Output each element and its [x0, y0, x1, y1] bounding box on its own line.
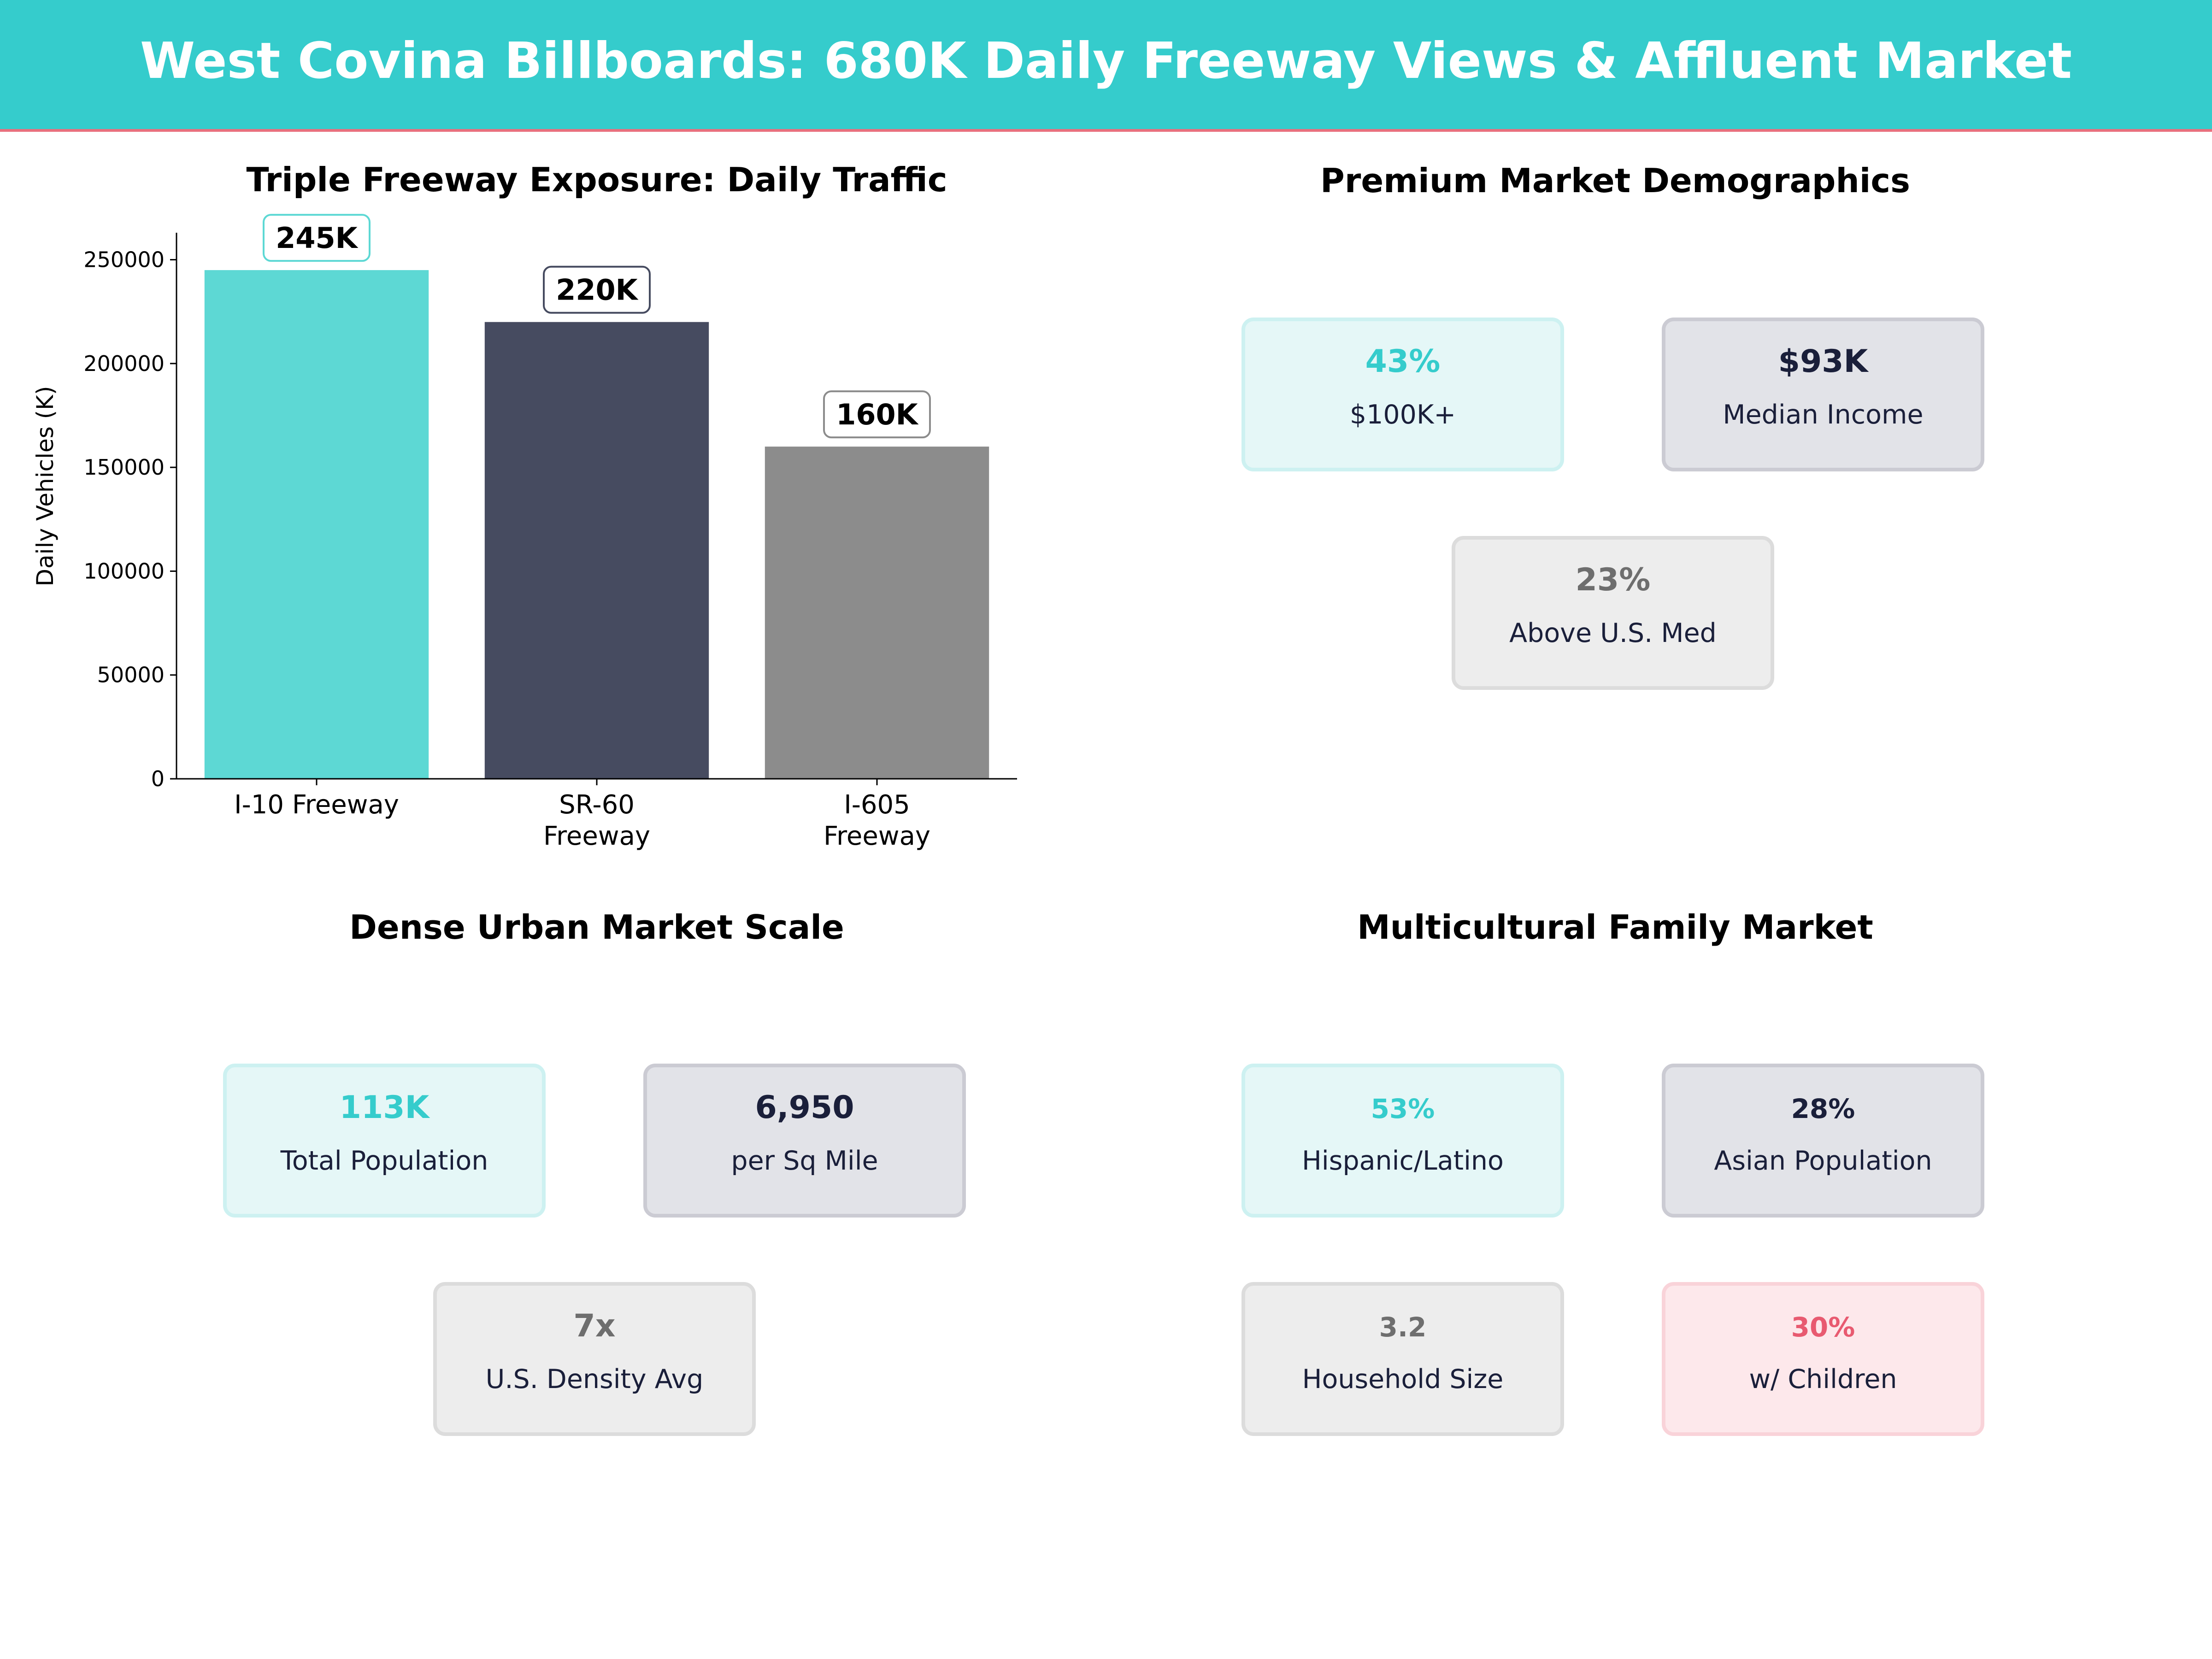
bar-2	[765, 447, 989, 779]
data-label-2: 160K	[836, 398, 918, 431]
urban-title: Dense Urban Market Scale	[349, 908, 844, 947]
demographics-title: Premium Market Demographics	[1320, 161, 1910, 200]
stat-label: $100K+	[1349, 400, 1456, 430]
family-title: Multicultural Family Market	[1357, 908, 1873, 947]
y-tick-label-0: 0	[151, 766, 165, 791]
data-label-1: 220K	[556, 273, 638, 307]
stat-card-income-100k: 43% $100K+	[1241, 318, 1564, 471]
stat-label: Household Size	[1302, 1364, 1504, 1394]
y-tick-label-5: 250000	[83, 247, 165, 272]
stat-value: 3.2	[1379, 1312, 1427, 1343]
x-tick-label-2: I-605 Freeway	[824, 790, 930, 851]
stat-value: 113K	[339, 1089, 429, 1126]
stat-value: 30%	[1791, 1312, 1855, 1343]
stat-card-density-multiple: 7x U.S. Density Avg	[433, 1282, 756, 1436]
y-tick-label-3: 150000	[83, 455, 165, 480]
bar-1	[484, 322, 709, 779]
bar-0	[204, 270, 429, 779]
stat-card-above-median: 23% Above U.S. Med	[1452, 536, 1774, 690]
y-axis-label: Daily Vehicles (K)	[32, 386, 59, 587]
stat-label: Above U.S. Med	[1509, 618, 1717, 648]
stat-value: $93K	[1778, 343, 1868, 380]
data-label-box-2	[823, 390, 931, 439]
stat-value: 43%	[1365, 343, 1441, 380]
stat-value: 6,950	[755, 1089, 854, 1126]
header-banner: West Covina Billboards: 680K Daily Freew…	[0, 0, 2212, 132]
y-tick-label-1: 50000	[97, 663, 165, 688]
y-tick-label-2: 100000	[83, 559, 165, 583]
stat-value: 28%	[1791, 1093, 1855, 1124]
stat-value: 7x	[573, 1308, 616, 1344]
data-label-box-0	[263, 214, 371, 262]
y-tick-label-4: 200000	[83, 351, 165, 376]
stat-card-density: 6,950 per Sq Mile	[643, 1064, 966, 1218]
stat-card-population: 113K Total Population	[223, 1064, 546, 1218]
stat-value: 53%	[1371, 1093, 1435, 1124]
stat-card-children: 30% w/ Children	[1662, 1282, 1984, 1436]
chart-title: Triple Freeway Exposure: Daily Traffic	[246, 160, 947, 199]
stat-card-asian: 28% Asian Population	[1662, 1064, 1984, 1218]
stat-card-household-size: 3.2 Household Size	[1241, 1282, 1564, 1436]
stat-label: U.S. Density Avg	[485, 1364, 704, 1394]
x-tick-label-1: SR-60 Freeway	[543, 790, 650, 851]
stat-card-median-income: $93K Median Income	[1662, 318, 1984, 471]
page-title: West Covina Billboards: 680K Daily Freew…	[140, 32, 2072, 90]
data-label-box-1	[543, 265, 651, 314]
stat-label: Hispanic/Latino	[1302, 1146, 1504, 1176]
stat-value: 23%	[1575, 562, 1651, 598]
stat-card-hispanic: 53% Hispanic/Latino	[1241, 1064, 1564, 1218]
data-label-0: 245K	[276, 221, 358, 255]
stat-label: w/ Children	[1749, 1364, 1897, 1394]
stat-label: Asian Population	[1714, 1146, 1932, 1176]
x-tick-label-0: I-10 Freeway	[234, 790, 399, 820]
stat-label: Median Income	[1723, 400, 1924, 430]
stat-label: Total Population	[280, 1146, 488, 1176]
stat-label: per Sq Mile	[731, 1146, 878, 1176]
